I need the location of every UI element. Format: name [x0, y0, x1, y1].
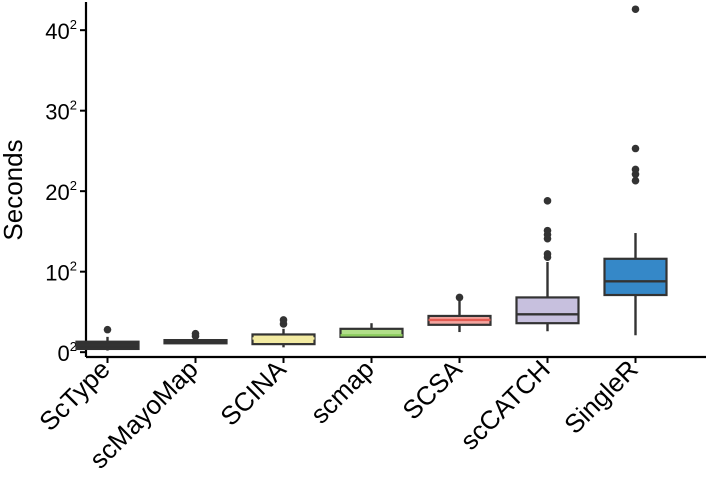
x-tick-label-scina: SCINA — [214, 354, 292, 432]
box-scina — [251, 316, 316, 348]
y-tick-label: 402 — [45, 17, 77, 44]
outlier-point — [631, 5, 640, 14]
outlier-point — [543, 197, 552, 205]
outlier-point — [631, 165, 640, 174]
y-tick-label: 02 — [58, 339, 77, 366]
y-tick-label: 202 — [45, 178, 77, 205]
x-tick-label-sccatch: scCATCH — [454, 354, 556, 456]
outlier-point — [191, 329, 200, 338]
box-body — [339, 327, 404, 338]
outlier-point — [543, 226, 552, 235]
box-sctype — [75, 325, 140, 351]
x-tick-label-scmap: scmap — [304, 354, 379, 429]
box-singler — [603, 5, 668, 336]
outlier-point — [279, 316, 288, 324]
x-tick-label-sctype: ScType — [33, 354, 116, 437]
x-tick-label-scsa: SCSA — [396, 354, 468, 426]
y-axis: 02 102 202 302 402 — [45, 2, 88, 366]
box-body — [603, 257, 668, 297]
outlier-point — [103, 325, 112, 334]
box-scmayomap — [163, 329, 228, 345]
y-tick-label: 302 — [45, 98, 77, 125]
box-sccatch — [515, 197, 580, 332]
x-tick-label-singler: SingleR — [558, 354, 644, 440]
y-axis-title: Seconds — [0, 139, 28, 240]
outlier-point — [631, 144, 640, 153]
y-tick-label: 102 — [45, 259, 77, 286]
box-scsa — [427, 293, 492, 333]
outlier-point — [543, 250, 552, 258]
boxes — [75, 5, 668, 351]
box-body — [515, 296, 580, 325]
box-scmap — [339, 323, 404, 338]
outlier-point — [455, 293, 464, 302]
outlier-point — [631, 176, 640, 185]
